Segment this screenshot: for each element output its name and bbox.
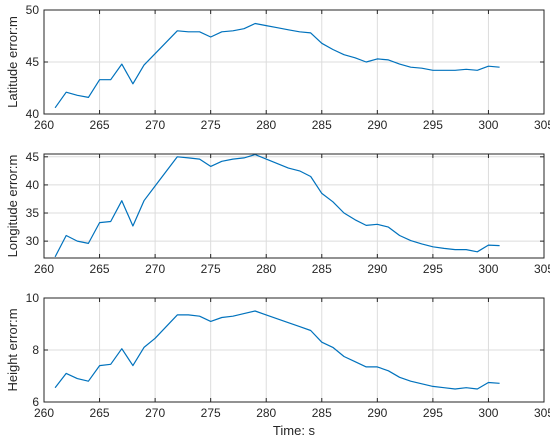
x-tick-label: 300 xyxy=(478,406,498,420)
x-tick-label: 285 xyxy=(312,262,332,276)
y-tick-label: 35 xyxy=(26,206,40,220)
x-tick-label: 260 xyxy=(34,262,54,276)
x-tick-label: 305 xyxy=(534,262,550,276)
y-tick-label: 40 xyxy=(26,107,40,121)
axes-box xyxy=(43,297,545,403)
x-tick-label: 300 xyxy=(478,118,498,132)
x-tick-label: 290 xyxy=(367,118,387,132)
panel-1: 260 265 270 275 280 285 290 295 300 305 40 45 50 Lati… xyxy=(5,3,550,132)
x-tick-label: 295 xyxy=(423,118,443,132)
x-tick-label: 285 xyxy=(312,406,332,420)
x-tick-label: 300 xyxy=(478,262,498,276)
x-tick-label: 265 xyxy=(90,118,110,132)
panel-2: 260 265 270 275 280 285 290 295 300 305 30 35 40 45 Lo… xyxy=(5,150,550,276)
x-tick-label: 280 xyxy=(256,406,276,420)
x-tick-label: 275 xyxy=(201,262,221,276)
series-line-1 xyxy=(54,310,500,390)
panel-3: 260 265 270 275 280 285 290 295 300 305 6 8 10 Height… xyxy=(5,291,550,438)
y-axis-label-height-error-m: Height error:m xyxy=(5,308,20,391)
y-tick-label: 6 xyxy=(32,395,39,409)
y-tick-label: 50 xyxy=(26,3,40,17)
x-tick-label: 280 xyxy=(256,118,276,132)
x-tick-label: 265 xyxy=(90,262,110,276)
y-tick-label: 8 xyxy=(32,343,39,357)
y-tick-label: 45 xyxy=(26,55,40,69)
y-tick-label: 30 xyxy=(26,234,40,248)
x-tick-label: 285 xyxy=(312,118,332,132)
axes-box xyxy=(43,9,545,115)
x-tick-label: 290 xyxy=(367,262,387,276)
series-line-1 xyxy=(54,22,500,109)
x-tick-label: 275 xyxy=(201,406,221,420)
x-tick-label: 295 xyxy=(423,406,443,420)
x-axis-label: Time: s xyxy=(273,423,316,438)
x-tick-label: 260 xyxy=(34,406,54,420)
x-tick-label: 260 xyxy=(34,118,54,132)
x-tick-label: 270 xyxy=(145,118,165,132)
x-tick-label: 305 xyxy=(534,118,550,132)
axes-box xyxy=(43,153,545,259)
y-axis-label-latitude-error-m: Latitude error:m xyxy=(5,16,20,108)
x-tick-label: 270 xyxy=(145,406,165,420)
x-tick-label: 270 xyxy=(145,262,165,276)
series-line-1 xyxy=(54,154,500,258)
x-tick-label: 280 xyxy=(256,262,276,276)
y-tick-label: 40 xyxy=(26,178,40,192)
y-axis-label-longitude-error-m: Longitude error:m xyxy=(5,155,20,258)
y-tick-label: 10 xyxy=(26,291,40,305)
x-tick-label: 290 xyxy=(367,406,387,420)
x-tick-label: 275 xyxy=(201,118,221,132)
y-tick-label: 45 xyxy=(26,150,40,164)
x-tick-label: 295 xyxy=(423,262,443,276)
x-tick-label: 265 xyxy=(90,406,110,420)
x-tick-label: 305 xyxy=(534,406,550,420)
